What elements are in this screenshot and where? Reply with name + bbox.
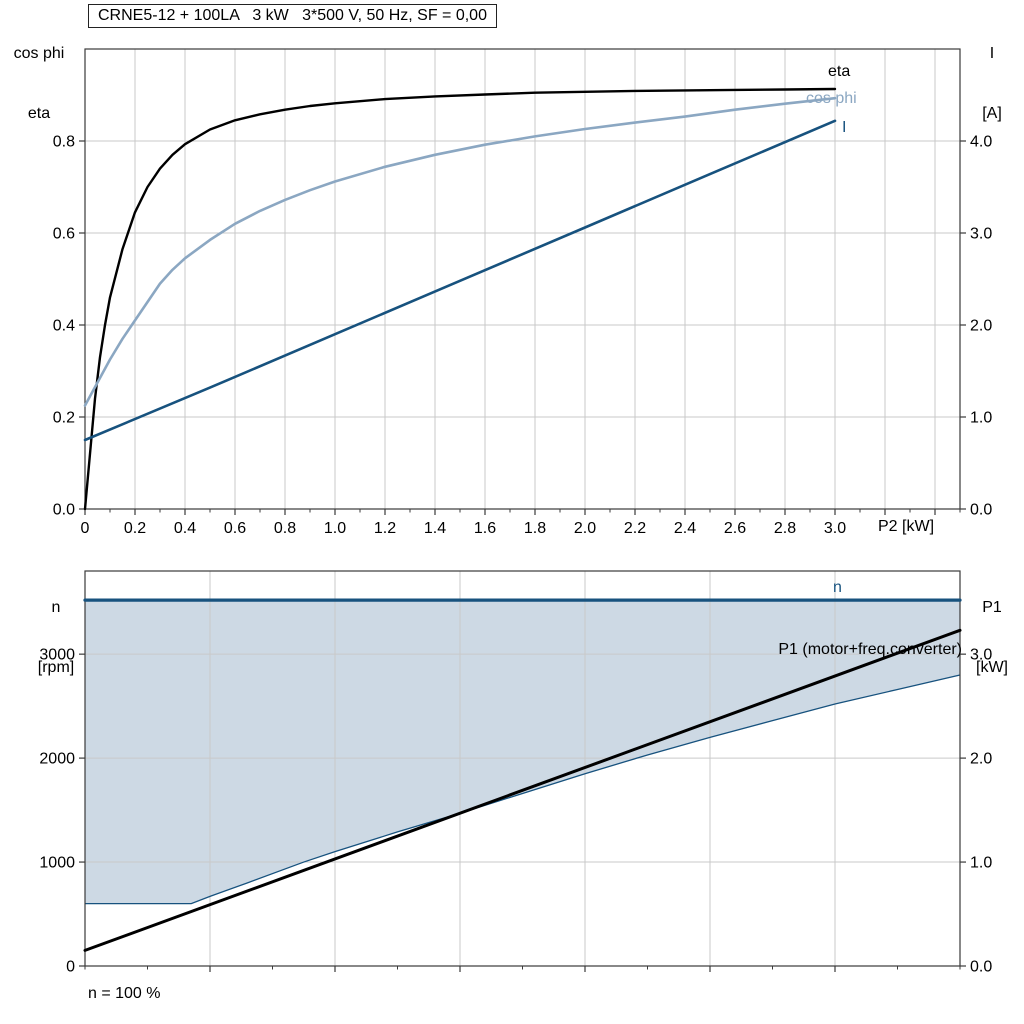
svg-text:0.6: 0.6: [53, 226, 75, 243]
svg-text:2.2: 2.2: [624, 520, 646, 537]
svg-text:1.0: 1.0: [970, 855, 992, 872]
p2-axis-label: P2 [kW]: [878, 518, 935, 535]
svg-text:2.0: 2.0: [574, 520, 596, 537]
svg-text:1.4: 1.4: [424, 520, 446, 537]
current-axis-label: I: [989, 45, 995, 62]
p1-axis-label: P1: [982, 599, 1002, 616]
current-unit-label: [A]: [982, 105, 1002, 122]
svg-text:3.0: 3.0: [824, 520, 846, 537]
eta-axis-label: eta: [27, 105, 51, 122]
cos-phi-axis-label: cos phi: [13, 45, 65, 62]
svg-text:0.2: 0.2: [124, 520, 146, 537]
svg-text:0.4: 0.4: [174, 520, 196, 537]
svg-text:2.0: 2.0: [970, 318, 992, 335]
svg-text:1000: 1000: [39, 855, 75, 872]
svg-text:0.4: 0.4: [53, 318, 75, 335]
svg-text:0.2: 0.2: [53, 410, 75, 427]
svg-text:2.0: 2.0: [970, 751, 992, 768]
svg-text:2.4: 2.4: [674, 520, 696, 537]
svg-text:0.0: 0.0: [970, 502, 992, 519]
bottom-left-axis-label: n [rpm]: [26, 558, 86, 718]
svg-text:3.0: 3.0: [970, 226, 992, 243]
svg-text:1.0: 1.0: [970, 410, 992, 427]
svg-text:1.6: 1.6: [474, 520, 496, 537]
top-left-axis-label: cos phi eta: [6, 4, 72, 164]
speed-percent-footnote: n = 100 %: [88, 985, 161, 1002]
svg-text:0.8: 0.8: [53, 134, 75, 151]
p1-unit-label: [kW]: [976, 659, 1008, 676]
svg-text:2.8: 2.8: [774, 520, 796, 537]
svg-text:0.0: 0.0: [970, 959, 992, 976]
speed-axis-label: n: [51, 599, 61, 616]
cos-phi-curve-label: cos phi: [806, 90, 857, 107]
eta-curve-label: eta: [828, 63, 851, 80]
svg-text:0.8: 0.8: [274, 520, 296, 537]
svg-text:0: 0: [81, 520, 90, 537]
svg-text:3.0: 3.0: [970, 647, 992, 664]
speed-unit-label: [rpm]: [37, 659, 75, 676]
speed-curve-label: n: [833, 579, 842, 596]
top-right-axis-label: I [A]: [966, 4, 1018, 164]
svg-text:3000: 3000: [39, 647, 75, 664]
svg-text:1.8: 1.8: [524, 520, 546, 537]
svg-text:1.2: 1.2: [374, 520, 396, 537]
svg-text:0: 0: [66, 959, 75, 976]
svg-text:0.0: 0.0: [53, 502, 75, 519]
bottom-right-axis-label: P1 [kW]: [966, 558, 1018, 718]
chart-title: CRNE5-12 + 100LA 3 kW 3*500 V, 50 Hz, SF…: [88, 4, 497, 28]
current-curve-label: I: [842, 119, 847, 136]
svg-text:2000: 2000: [39, 751, 75, 768]
p1-curve-label: P1 (motor+freq.converter): [778, 641, 962, 658]
svg-text:2.6: 2.6: [724, 520, 746, 537]
svg-text:0.6: 0.6: [224, 520, 246, 537]
svg-text:1.0: 1.0: [324, 520, 346, 537]
svg-text:4.0: 4.0: [970, 134, 992, 151]
